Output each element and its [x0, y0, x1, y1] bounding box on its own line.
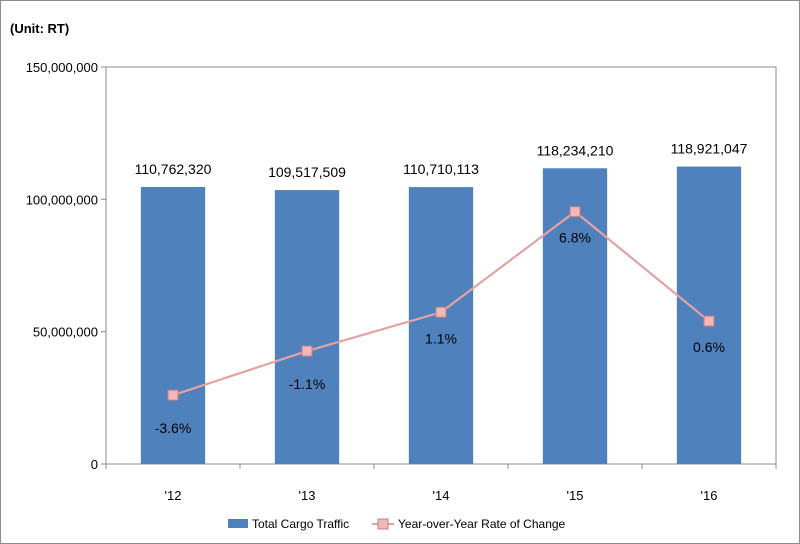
legend-line-label: Year-over-Year Rate of Change — [398, 517, 566, 531]
rate-marker — [703, 315, 715, 327]
bar — [140, 186, 206, 465]
legend-line-marker — [377, 518, 389, 530]
y-tick-label: 50,000,000 — [33, 325, 98, 340]
rate-data-label: -3.6% — [155, 420, 192, 436]
rate-data-label: 1.1% — [425, 330, 457, 346]
rate-data-label: 0.6% — [693, 339, 725, 355]
x-tick-label: '14 — [433, 488, 450, 503]
bar-data-label: 118,234,210 — [537, 142, 614, 158]
y-tick-label: 150,000,000 — [26, 60, 98, 75]
rate-marker — [569, 206, 581, 218]
bar-data-label: 110,710,113 — [403, 161, 479, 177]
legend: Total Cargo Traffic Year-over-Year Rate o… — [228, 517, 566, 531]
x-tick-label: '13 — [299, 488, 316, 503]
y-tick-label: 100,000,000 — [26, 192, 98, 207]
y-tick-label: 0 — [91, 457, 98, 472]
y-axis: 0 50,000,000 100,000,000 150,000,000 — [26, 60, 106, 472]
bar-data-label: 110,762,320 — [135, 161, 212, 177]
rate-marker — [435, 306, 447, 318]
bar — [542, 168, 608, 464]
bar-series: 110,762,320 109,517,509 110,710,113 118,234… — [135, 141, 748, 465]
rate-data-label: 6.8% — [559, 230, 591, 246]
x-tick-label: '12 — [165, 488, 182, 503]
bar — [408, 187, 474, 464]
unit-label: (Unit: RT) — [10, 21, 70, 36]
line-series: -3.6% -1.1% 1.1% 6.8% 0.6% — [155, 206, 725, 436]
x-axis: '12 '13 '14 '15 '16 — [105, 464, 777, 503]
bar-data-label: 118,921,047 — [671, 141, 748, 157]
rate-marker — [167, 389, 179, 401]
x-tick-label: '16 — [701, 488, 718, 503]
legend-bar-swatch — [228, 519, 248, 528]
rate-marker — [301, 345, 313, 357]
rate-data-label: -1.1% — [289, 376, 326, 392]
bar-data-label: 109,517,509 — [268, 164, 346, 180]
legend-bar-label: Total Cargo Traffic — [252, 517, 349, 531]
bar — [274, 190, 340, 464]
bar — [676, 166, 742, 464]
x-tick-label: '15 — [567, 488, 584, 503]
